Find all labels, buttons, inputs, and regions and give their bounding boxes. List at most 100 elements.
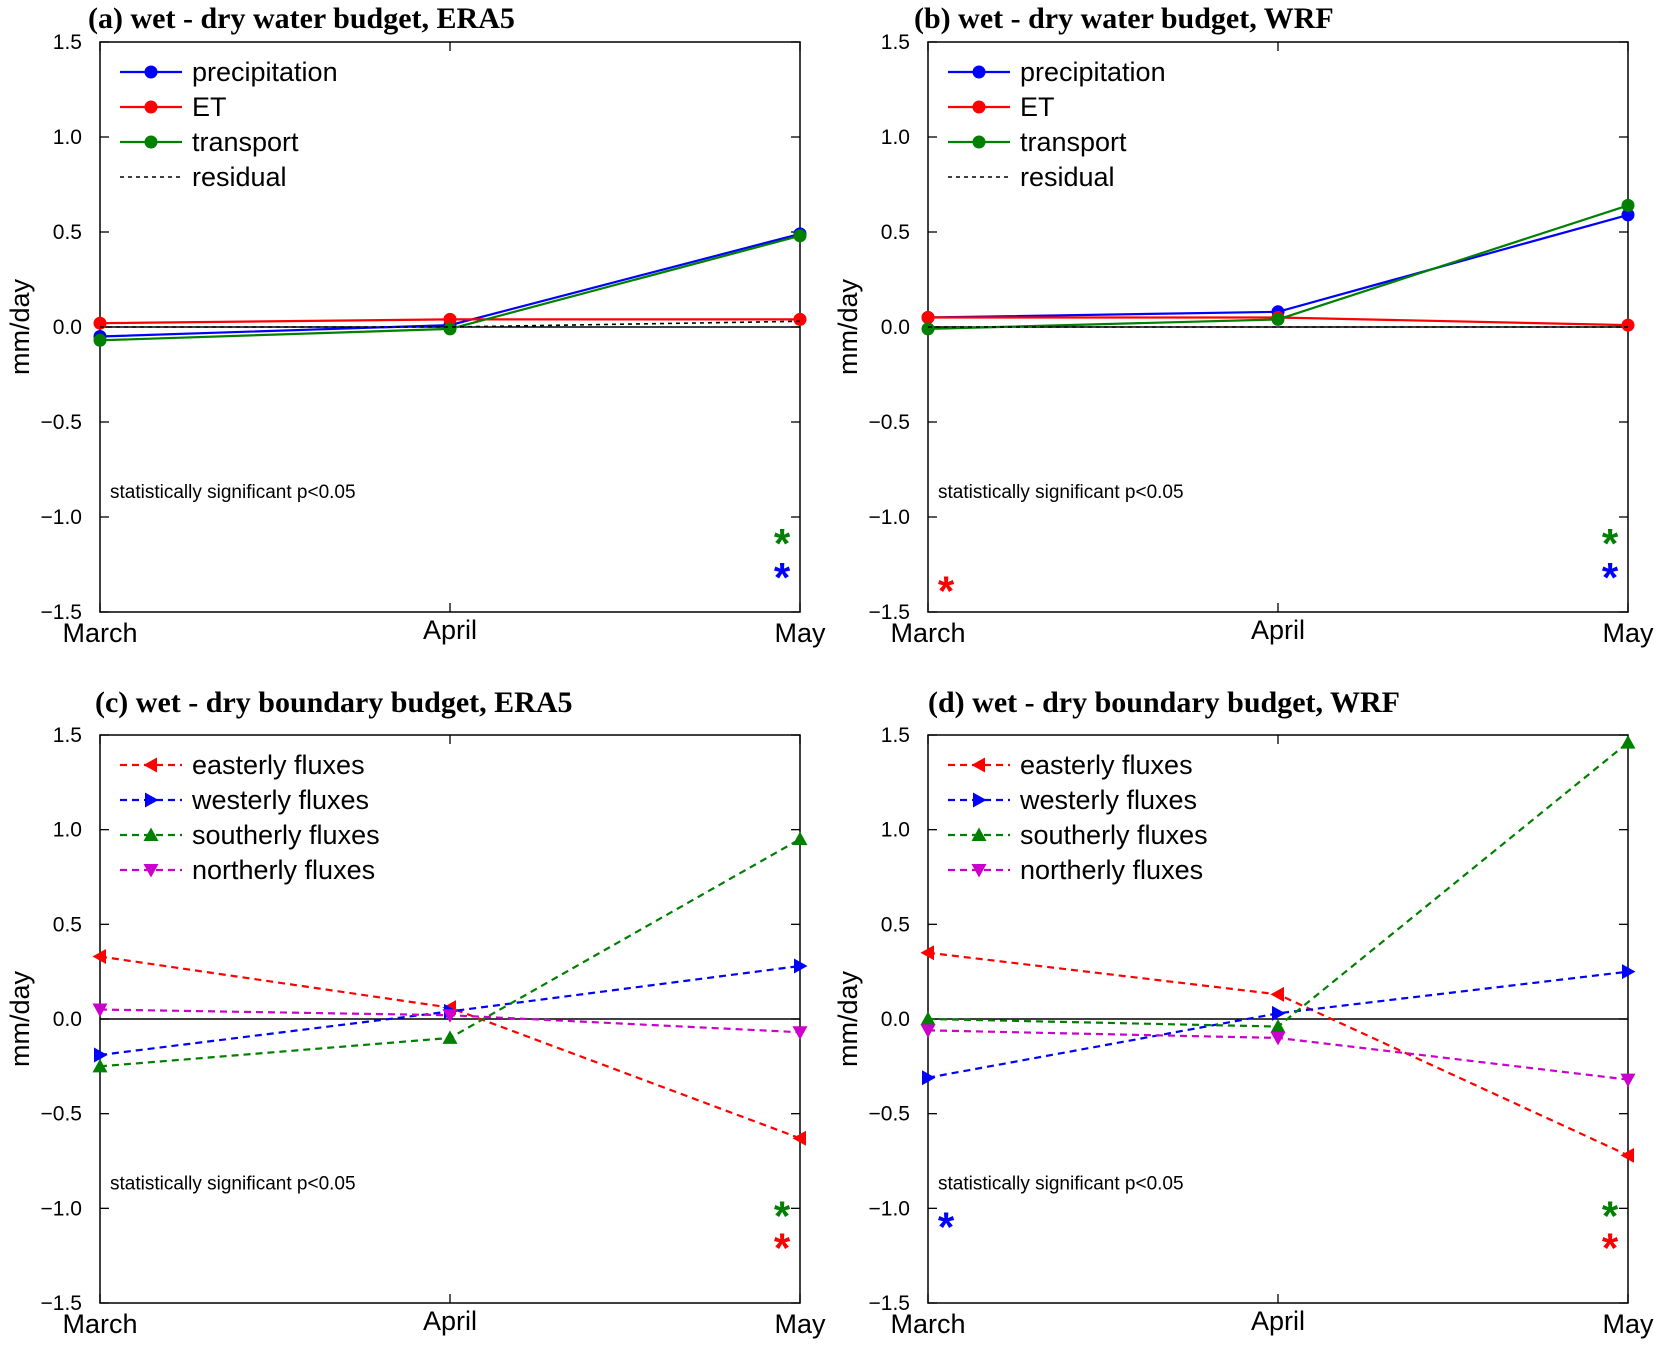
chart-title: (a) wet - dry water budget, ERA5 (88, 2, 515, 35)
data-point (921, 322, 935, 336)
y-tick-label: −0.5 (41, 1103, 82, 1126)
legend-label: precipitation (192, 57, 338, 87)
y-tick-label: 0.0 (53, 316, 82, 339)
data-point (922, 1070, 936, 1086)
data-point (1270, 1019, 1286, 1033)
legend-marker (971, 864, 987, 878)
data-point (1621, 208, 1635, 222)
data-point (793, 312, 807, 326)
legend-marker (145, 792, 159, 808)
legend: precipitation ET transport residual (120, 57, 338, 192)
x-tick-label: March (62, 618, 137, 648)
x-tick-label: April (1251, 615, 1305, 645)
legend-marker (971, 827, 987, 841)
y-tick-label: −1.5 (869, 601, 910, 624)
y-tick-label: −1.0 (41, 1197, 82, 1220)
data-point (1621, 318, 1635, 332)
data-point (1622, 964, 1636, 980)
x-tick-label: May (1602, 1309, 1654, 1339)
y-tick-label: −1.5 (41, 1292, 82, 1315)
legend-label: westerly fluxes (191, 785, 369, 815)
x-tick-label: May (774, 618, 826, 648)
data-point (920, 945, 934, 961)
x-tick-label: May (1602, 618, 1654, 648)
chart-title: (b) wet - dry water budget, WRF (914, 2, 1334, 35)
significance-note: statistically significant p<0.05 (110, 482, 356, 503)
data-point (920, 1011, 936, 1025)
legend: easterly fluxes westerly fluxes southerly … (948, 750, 1208, 885)
y-tick-label: −1.0 (869, 1197, 910, 1220)
y-tick-label: 0.5 (881, 221, 910, 244)
chart-panel-a: (a) wet - dry water budget, ERA5 1.5 1.0 0.… (5, 2, 826, 648)
legend-marker (972, 135, 986, 149)
legend-label: residual (1020, 162, 1115, 192)
y-tick-label: 1.0 (53, 126, 82, 149)
series-precipitation (921, 208, 1635, 324)
chart-panel-d: (d) wet - dry boundary budget, WRF 1.5 1.0… (833, 686, 1654, 1339)
x-tick-label: May (774, 1309, 826, 1339)
data-point (794, 958, 808, 974)
data-point (921, 311, 935, 324)
y-tick-label: 1.5 (53, 31, 82, 54)
data-point (1620, 1147, 1634, 1163)
legend-marker (972, 65, 986, 79)
data-point (920, 1024, 936, 1038)
data-point (93, 333, 107, 347)
data-point (443, 312, 457, 326)
legend-marker (144, 65, 158, 79)
y-tick-label: 1.5 (53, 724, 82, 747)
series-line (927, 970, 1629, 1079)
legend-label: westerly fluxes (1019, 785, 1197, 815)
y-tick-label: −0.5 (41, 411, 82, 434)
legend-label: residual (192, 162, 287, 192)
y-tick-label: −1.0 (41, 506, 82, 529)
x-tick-label: April (423, 615, 477, 645)
y-tick-label: 0.0 (881, 1008, 910, 1031)
x-tick-label: March (62, 1309, 137, 1339)
significance-note: statistically significant p<0.05 (110, 1173, 356, 1194)
significance-star: * (774, 1225, 791, 1272)
data-point (92, 949, 106, 965)
legend-marker (143, 757, 157, 773)
x-tick-label: March (890, 1309, 965, 1339)
y-tick-label: 1.0 (53, 819, 82, 842)
significance-star: * (774, 520, 791, 567)
legend-label: ET (1020, 92, 1055, 122)
legend-label: transport (192, 127, 299, 157)
data-point (792, 1130, 806, 1146)
series-northerly-fluxes (92, 1003, 808, 1040)
y-tick-label: 0.5 (881, 913, 910, 936)
legend-label: southerly fluxes (1020, 820, 1208, 850)
significance-star: * (1602, 1192, 1619, 1239)
legend: easterly fluxes westerly fluxes southerly … (120, 750, 380, 885)
y-tick-label: −1.5 (41, 601, 82, 624)
y-axis-label: mm/day (833, 970, 863, 1067)
y-tick-label: 0.0 (881, 316, 910, 339)
chart-title: (d) wet - dry boundary budget, WRF (928, 686, 1400, 719)
significance-star: * (1602, 1225, 1619, 1272)
y-tick-label: 0.5 (53, 913, 82, 936)
x-tick-label: March (890, 618, 965, 648)
data-point (1271, 312, 1285, 326)
data-point (1272, 1005, 1286, 1021)
legend: precipitation ET transport residual (948, 57, 1166, 192)
series-transport (93, 229, 807, 347)
data-point (1621, 198, 1635, 212)
legend-label: northerly fluxes (192, 855, 375, 885)
y-tick-label: −1.5 (869, 1292, 910, 1315)
legend-label: ET (192, 92, 227, 122)
legend-label: easterly fluxes (1020, 750, 1193, 780)
legend-label: precipitation (1020, 57, 1166, 87)
series-transport (921, 198, 1635, 336)
data-point (92, 1058, 108, 1073)
y-tick-label: −0.5 (869, 1103, 910, 1126)
chart-title: (c) wet - dry boundary budget, ERA5 (95, 686, 573, 719)
significance-star: * (938, 1204, 955, 1251)
data-point (1270, 1031, 1286, 1046)
y-tick-label: 0.5 (53, 221, 82, 244)
chart-panel-c: (c) wet - dry boundary budget, ERA5 1.5 1.… (5, 686, 826, 1339)
legend-marker (144, 135, 158, 149)
y-tick-label: −0.5 (869, 411, 910, 434)
